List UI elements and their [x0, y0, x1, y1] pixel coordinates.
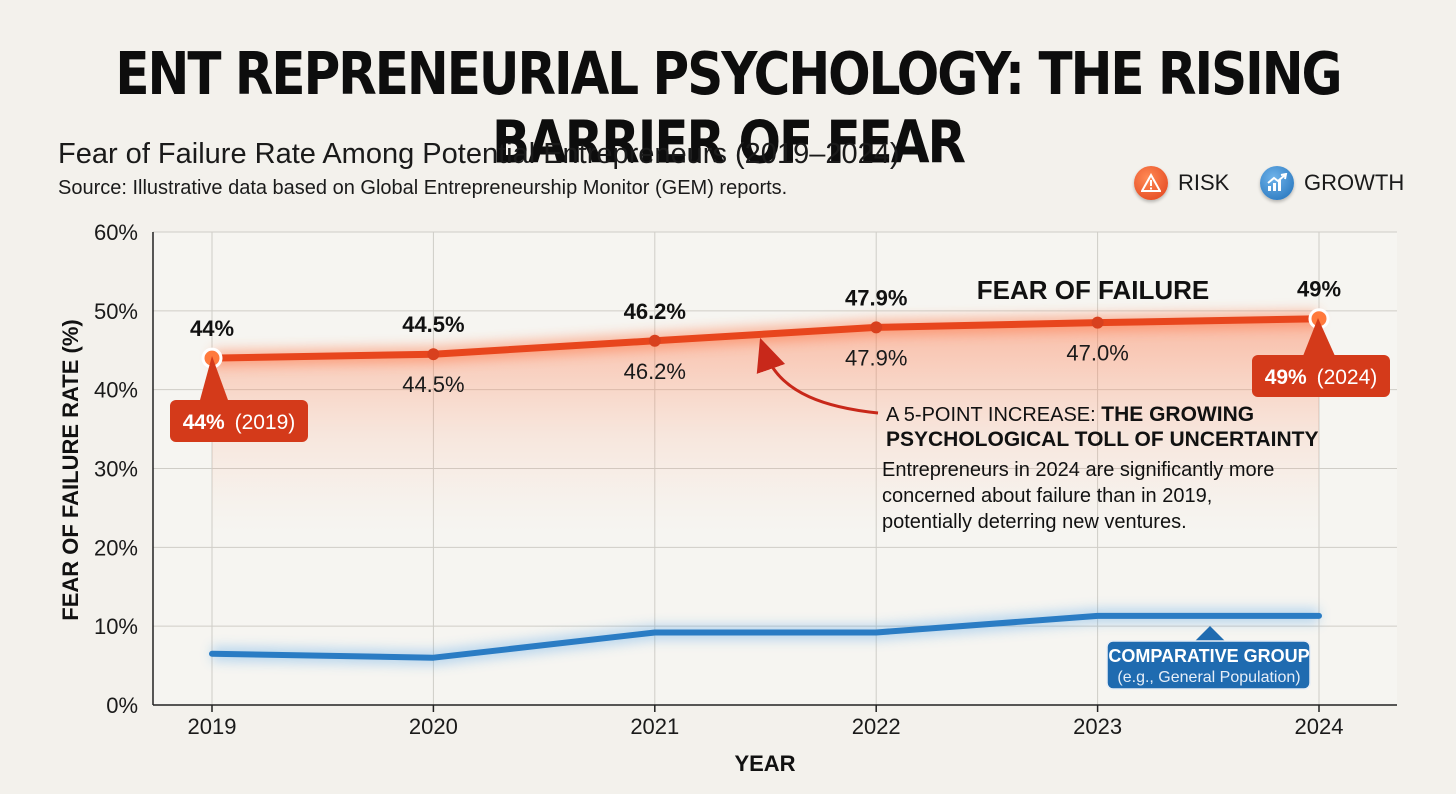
y-tick-label: 40% [94, 378, 138, 403]
series-label-comparative: COMPARATIVE GROUP [1108, 646, 1309, 666]
y-tick-label: 60% [94, 220, 138, 245]
x-axis-title: YEAR [734, 751, 795, 776]
svg-text:49% (2024): 49% (2024) [1265, 366, 1378, 389]
point-label-below: 44.5% [402, 372, 464, 397]
fear-point [648, 334, 661, 347]
series-label-comparative-sub: (e.g., General Population) [1117, 669, 1300, 686]
axes [152, 232, 1397, 712]
fear-area-glow [212, 318, 1319, 532]
y-tick-label: 50% [94, 299, 138, 324]
source-note: Source: Illustrative data based on Globa… [58, 177, 788, 199]
point-label-above: 49% [1297, 277, 1341, 302]
legend-item-growth: GROWTH [1260, 166, 1404, 200]
y-tick-label: 10% [94, 614, 138, 639]
callout-2019-value: 44% [183, 411, 225, 434]
chart-subtitle: Fear of Failure Rate Among Potential Ent… [58, 138, 900, 170]
annotation-body-line3: potentially deterring new ventures. [882, 511, 1187, 533]
annotation-head-line2: PSYCHOLOGICAL TOLL OF UNCERTAINTY [886, 428, 1318, 451]
annotation-arrow [756, 337, 879, 415]
page-title: ENT REPRENEURIAL PSYCHOLOGY: THE RISING … [115, 39, 1342, 177]
series-comparative [209, 608, 1322, 665]
legend-label-risk: RISK [1178, 170, 1230, 195]
legend-label-growth: GROWTH [1304, 170, 1405, 195]
point-labels: 44% 44.5% 46.2% 47.9% 49% 44.5% 46.2% 47.9% 47.0… [190, 277, 1341, 397]
y-tick-label: 0% [106, 693, 138, 718]
y-axis-title: FEAR OF FAILURE RATE (%) [58, 319, 83, 620]
annotation-head-line1: A 5-POINT INCREASE: THE GROWING [886, 403, 1254, 426]
callout-2024-year: (2024) [1317, 366, 1378, 389]
point-label-above: 47.9% [845, 285, 907, 310]
comparative-line [209, 612, 1322, 661]
series-label-fear: FEAR OF FAILURE [977, 275, 1210, 305]
point-label-below: 47.9% [845, 345, 907, 370]
growth-chart-icon [1260, 166, 1294, 200]
legend-item-risk: RISK [1134, 166, 1229, 200]
fear-point [427, 348, 440, 361]
point-label-above: 46.2% [624, 299, 686, 324]
annotation-body-line1: Entrepreneurs in 2024 are significantly … [882, 459, 1274, 481]
x-tick-label: 2021 [630, 714, 679, 739]
svg-text:44% (2019): 44% (2019) [183, 411, 296, 434]
x-tick-label: 2020 [409, 714, 458, 739]
callout-2024-value: 49% [1265, 366, 1307, 389]
y-tick-label: 30% [94, 457, 138, 482]
point-label-above: 44.5% [402, 312, 464, 337]
comparative-label-box: COMPARATIVE GROUP (e.g., General Populat… [1106, 626, 1311, 690]
warning-icon [1134, 166, 1168, 200]
x-tick-labels: 2019 2020 2021 2022 2023 2024 [188, 714, 1344, 739]
fear-point [870, 321, 883, 334]
point-label-above: 44% [190, 316, 234, 341]
fear-line [208, 315, 1323, 362]
x-tick-label: 2022 [852, 714, 901, 739]
fear-point [1091, 316, 1104, 329]
callout-2019-year: (2019) [235, 411, 296, 434]
annotation: A 5-POINT INCREASE: THE GROWING PSYCHOLO… [756, 337, 1318, 533]
x-tick-label: 2024 [1295, 714, 1344, 739]
x-tick-label: 2019 [188, 714, 237, 739]
point-label-below: 46.2% [624, 359, 686, 384]
point-label-below: 47.0% [1066, 341, 1128, 366]
callout-2024: 49% (2024) [1252, 318, 1390, 397]
callout-2019: 44% (2019) [170, 356, 308, 442]
y-tick-labels: 0% 10% 20% 30% 40% 50% 60% [94, 220, 138, 718]
x-tick-label: 2023 [1073, 714, 1122, 739]
annotation-body-line2: concerned about failure than in 2019, [882, 485, 1212, 507]
y-tick-label: 20% [94, 535, 138, 560]
